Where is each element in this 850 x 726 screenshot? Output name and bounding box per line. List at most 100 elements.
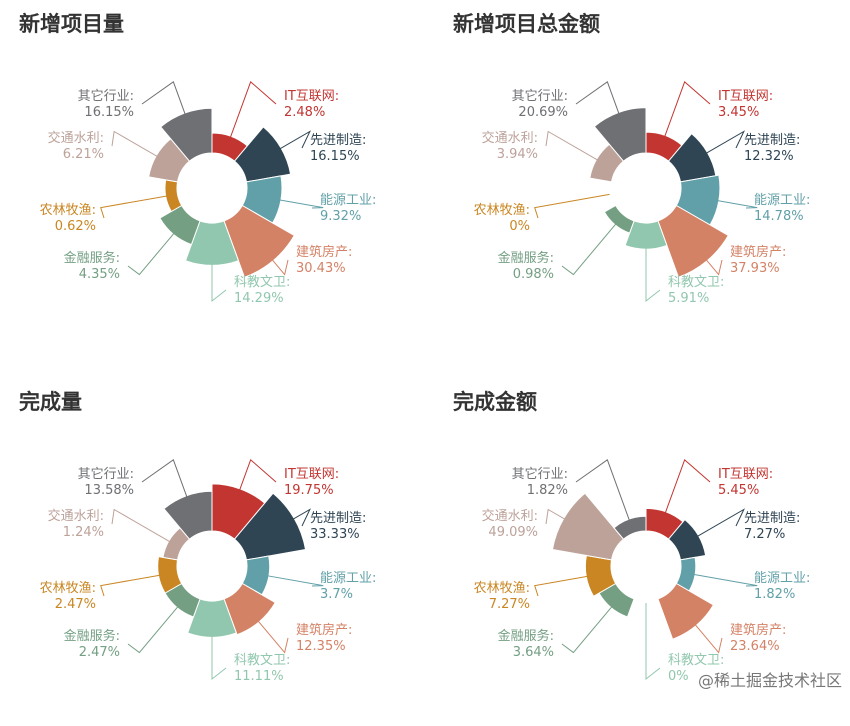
leader-line-advanced-manufacturing [268, 130, 312, 156]
category-label-construction-realestate: 建筑房产: [296, 622, 352, 638]
chart-title: 新增项目量 [19, 12, 124, 36]
value-label-advanced-manufacturing: 33.33% [310, 527, 360, 542]
leader-line-energy-industry [270, 197, 324, 209]
value-label-education-culture: 5.91% [668, 291, 709, 306]
rose-slice-construction-realestate [657, 204, 729, 278]
value-label-other-industry: 13.58% [84, 483, 134, 498]
value-label-it: 19.75% [284, 483, 334, 498]
leader-line-other-industry [575, 459, 631, 522]
value-label-finance-services: 3.64% [513, 645, 554, 660]
rose-slice-advanced-manufacturing [667, 518, 707, 561]
leader-line-transport-water [111, 508, 172, 543]
rose-slice-advanced-manufacturing [233, 126, 292, 183]
value-label-education-culture: 0% [668, 669, 689, 684]
leader-line-it [234, 458, 277, 504]
rose-chart-svg: IT互联网:19.75% 先进制造:33.33% 能源工业:3.7% 建筑房产:12.… [40, 458, 376, 684]
value-label-other-industry: 16.15% [84, 105, 134, 120]
rose-center-hole [612, 532, 680, 600]
chart-title: 完成金额 [453, 390, 537, 414]
category-label-finance-services: 金融服务: [64, 250, 120, 266]
rose-center-hole [178, 154, 246, 222]
leader-line-energy-industry [263, 574, 324, 587]
category-label-construction-realestate: 建筑房产: [296, 244, 352, 260]
leader-line-it [228, 80, 277, 141]
value-label-advanced-manufacturing: 12.32% [744, 149, 794, 164]
leader-line-energy-industry [706, 198, 758, 209]
category-label-energy-industry: 能源工业: [754, 571, 810, 586]
category-label-other-industry: 其它行业: [512, 466, 568, 482]
leader-line-transport-water [545, 130, 602, 163]
value-label-agriculture: 2.47% [55, 597, 96, 612]
value-label-construction-realestate: 37.93% [730, 261, 780, 276]
category-label-transport-water: 交通水利: [48, 130, 104, 146]
chart-panel-new-project-amount: 新增项目总金额 IT互联网: 3.45% 先进制造: 12.32% 能源工业: 14.78… [434, 0, 850, 348]
leader-line-advanced-manufacturing [697, 130, 746, 159]
value-label-transport-water: 3.94% [497, 147, 538, 162]
leader-line-finance-services [561, 604, 615, 654]
rose-slice-advanced-manufacturing [667, 132, 717, 183]
category-label-transport-water: 交通水利: [48, 508, 104, 524]
value-label-transport-water: 49.09% [488, 525, 538, 540]
leader-line-agriculture [534, 193, 610, 219]
value-label-finance-services: 2.47% [79, 645, 120, 660]
category-label-transport-water: 交通水利: [482, 508, 538, 524]
value-label-finance-services: 0.98% [513, 267, 554, 282]
watermark: @稀土掘金技术社区 [697, 671, 842, 690]
chart-title: 新增项目总金额 [453, 12, 600, 36]
category-label-it: IT互联网: [284, 89, 339, 104]
leader-line-education-culture [645, 603, 661, 681]
leader-line-agriculture [534, 574, 593, 597]
category-label-other-industry: 其它行业: [78, 88, 134, 104]
category-label-other-industry: 其它行业: [78, 466, 134, 482]
leader-line-construction-realestate [693, 244, 723, 276]
value-label-transport-water: 6.21% [63, 147, 104, 162]
value-label-construction-realestate: 30.43% [296, 261, 346, 276]
value-label-finance-services: 4.35% [79, 267, 120, 282]
category-label-agriculture: 农林牧渔: [40, 203, 96, 218]
rose-chart-svg: IT互联网:3.45% 先进制造:12.32% 能源工业:14.78% 建筑房产:37… [474, 80, 810, 306]
rose-slice-education-culture [184, 220, 240, 266]
value-label-advanced-manufacturing: 7.27% [744, 527, 785, 542]
category-label-advanced-manufacturing: 先进制造: [744, 133, 800, 148]
rose-slice-other-industry [160, 107, 213, 162]
category-label-finance-services: 金融服务: [64, 628, 120, 644]
rose-slice-other-industry [613, 515, 647, 540]
category-label-education-culture: 科教文卫: [234, 652, 290, 668]
value-label-energy-industry: 9.32% [320, 209, 361, 224]
rose-slice-energy-industry [675, 174, 721, 226]
rose-slice-transport-water [551, 492, 625, 561]
leader-line-education-culture [645, 242, 661, 303]
value-label-advanced-manufacturing: 16.15% [310, 149, 360, 164]
category-label-advanced-manufacturing: 先进制造: [744, 511, 800, 526]
value-label-it: 2.48% [284, 105, 325, 120]
chart-panel-completed-amount: 完成金额 IT互联网: 5.45% 先进制造: 7.27% 能源工业: 1.82% 建筑房产… [434, 378, 850, 726]
category-label-agriculture: 农林牧渔: [474, 203, 530, 218]
category-label-other-industry: 其它行业: [512, 88, 568, 104]
category-label-energy-industry: 能源工业: [320, 193, 376, 208]
rose-slice-construction-realestate [223, 204, 295, 278]
category-label-education-culture: 科教文卫: [234, 274, 290, 290]
value-label-energy-industry: 1.82% [754, 587, 795, 602]
rose-chart-svg: IT互联网:2.48%先进制造:16.15%能源工业:9.32%建筑房产:30.… [40, 80, 376, 306]
leader-line-finance-services [127, 228, 178, 276]
leader-line-finance-services [561, 223, 617, 276]
category-label-agriculture: 农林牧渔: [40, 581, 96, 596]
leader-line-advanced-manufacturing [692, 508, 746, 540]
rose-slice-other-industry [163, 490, 213, 540]
leader-line-agriculture [100, 574, 163, 597]
value-label-agriculture: 0.62% [55, 219, 96, 234]
rose-slice-advanced-manufacturing [233, 492, 307, 561]
leader-line-agriculture [100, 195, 167, 219]
value-label-transport-water: 1.24% [63, 525, 104, 540]
chart-panel-new-projects: 新增项目量 IT互联网: 2.48% 先进制造: 16.15% 能源工业: 9.32% 建筑… [0, 0, 425, 348]
rose-slice-finance-services [159, 204, 201, 246]
value-label-energy-industry: 3.7% [320, 587, 353, 602]
leader-line-other-industry [141, 81, 191, 127]
chart-title: 完成量 [19, 390, 82, 414]
category-label-finance-services: 金融服务: [498, 250, 554, 266]
category-label-transport-water: 交通水利: [482, 130, 538, 146]
leader-line-other-industry [575, 81, 624, 127]
rose-slice-education-culture [186, 598, 238, 638]
leader-line-it [663, 80, 711, 141]
category-label-education-culture: 科教文卫: [668, 274, 724, 290]
